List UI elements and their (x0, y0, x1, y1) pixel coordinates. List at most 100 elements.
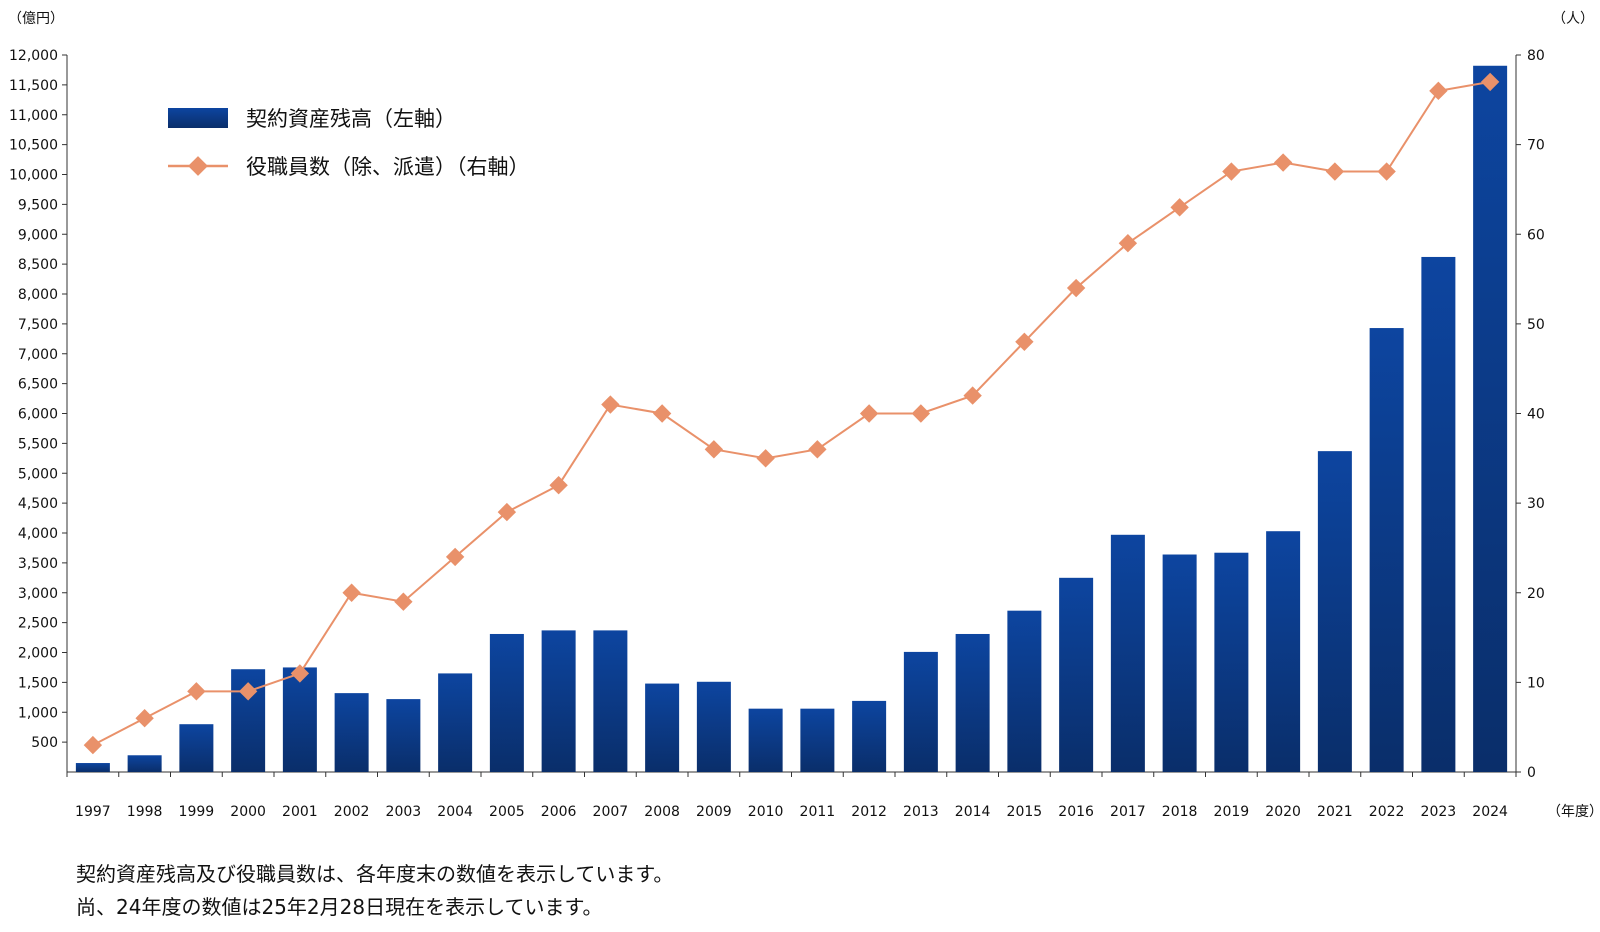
bar-2009 (696, 681, 731, 772)
bar-2014 (955, 633, 990, 772)
note-line-1: 契約資産残高及び役職員数は、各年度末の数値を表示しています。 (76, 862, 674, 886)
bar-2019 (1214, 552, 1249, 772)
staff-line (92, 80, 1491, 746)
legend-line-marker (188, 156, 208, 176)
staff-point-2008 (652, 404, 672, 423)
line-series (83, 72, 1500, 755)
legend: 契約資産残高（左軸） 役職員数（除、派遣）（右軸） (168, 107, 530, 179)
x-tick-label: 2018 (1162, 804, 1198, 820)
x-tick-label: 1997 (75, 804, 111, 820)
staff-point-2002 (342, 583, 361, 602)
left-tick-label: 5,500 (18, 436, 58, 452)
staff-point-2017 (1118, 234, 1138, 253)
staff-point-2024 (1480, 72, 1500, 92)
bar-2010 (748, 708, 783, 772)
x-tick-label: 2001 (282, 804, 318, 820)
bar-2024 (1473, 65, 1508, 772)
right-tick-label: 60 (1527, 227, 1545, 243)
x-tick-label: 2008 (644, 804, 680, 820)
x-tick-label: 2023 (1421, 804, 1457, 820)
x-tick-label: 2022 (1369, 804, 1405, 820)
staff-point-1997 (83, 735, 103, 755)
left-tick-label: 3,500 (18, 556, 58, 572)
staff-point-1999 (187, 682, 206, 701)
right-tick-label: 80 (1527, 48, 1545, 64)
left-tick-label: 3,000 (18, 586, 58, 602)
staff-point-2014 (963, 386, 982, 405)
bar-2018 (1162, 554, 1197, 772)
staff-point-2016 (1066, 278, 1086, 298)
chart-notes: 契約資産残高及び役職員数は、各年度末の数値を表示しています。 尚、24年度の数値… (76, 858, 673, 924)
staff-point-2019 (1222, 162, 1241, 181)
bar-2021 (1317, 451, 1352, 772)
x-tick-label: 2006 (541, 804, 577, 820)
left-tick-label: 7,500 (18, 317, 58, 333)
x-tick-label: 2024 (1472, 804, 1508, 820)
right-axis-ticks: 0 10 20 30 40 50 60 70 80 (1516, 48, 1545, 781)
staff-point-2023 (1429, 81, 1448, 101)
left-tick-label: 4,000 (18, 526, 58, 542)
staff-point-2021 (1325, 162, 1345, 181)
bar-2016 (1059, 577, 1094, 772)
right-tick-label: 30 (1527, 496, 1545, 512)
bar-2012 (852, 700, 887, 772)
staff-point-1998 (135, 709, 154, 728)
bar-2002 (334, 693, 369, 772)
left-tick-label: 8,500 (18, 257, 58, 273)
staff-point-2022 (1377, 162, 1396, 181)
bar-2015 (1007, 610, 1042, 772)
bar-2005 (489, 633, 524, 772)
left-tick-label: 500 (31, 735, 58, 751)
bar-1997 (75, 763, 110, 772)
left-axis-ticks: 500 1,000 1,500 2,000 2,500 3,000 3,500 4,000 4,… (9, 48, 67, 751)
right-tick-label: 50 (1527, 317, 1545, 333)
x-tick-label: 2020 (1265, 804, 1301, 820)
right-tick-label: 70 (1527, 138, 1545, 154)
bar-2006 (541, 630, 576, 772)
right-tick-label: 20 (1527, 586, 1545, 602)
x-tick-label: 2003 (386, 804, 422, 820)
bar-2011 (800, 708, 835, 772)
bar-2020 (1266, 531, 1301, 772)
x-tick-label: 2021 (1317, 804, 1353, 820)
x-tick-label: 2015 (1007, 804, 1043, 820)
left-tick-label: 10,500 (9, 138, 58, 154)
staff-point-2015 (1015, 332, 1034, 351)
bar-series (75, 65, 1508, 773)
left-tick-label: 1,000 (18, 705, 58, 721)
right-axis-unit: （人） (1552, 11, 1594, 27)
staff-point-2000 (238, 682, 258, 701)
left-tick-label: 2,000 (18, 646, 58, 662)
bar-2001 (282, 667, 317, 772)
left-tick-label: 9,500 (18, 197, 58, 213)
x-tick-label: 2004 (437, 804, 473, 820)
x-tick-label: 2007 (593, 804, 629, 820)
legend-line-label: 役職員数（除、派遣）（右軸） (246, 155, 530, 179)
staff-point-2005 (497, 502, 517, 522)
legend-bar-label: 契約資産残高（左軸） (246, 107, 456, 131)
staff-point-2004 (445, 547, 465, 567)
bar-2004 (438, 673, 473, 772)
staff-point-2010 (756, 449, 775, 468)
left-tick-label: 11,500 (9, 78, 58, 94)
x-tick-label: 2013 (903, 804, 939, 820)
combo-chart: （億円） （人） 5001,0001,5002,0002,5003,0003,5… (8, 11, 1600, 820)
staff-point-2007 (601, 395, 620, 414)
bar-2023 (1421, 256, 1456, 773)
x-axis-unit: （年度） (1547, 804, 1600, 820)
legend-bar-swatch (168, 108, 228, 128)
x-tick-label: 2019 (1214, 804, 1250, 820)
x-tick-label: 2005 (489, 804, 525, 820)
left-tick-label: 10,000 (9, 168, 58, 184)
left-tick-label: 8,000 (18, 287, 58, 303)
x-tick-label: 2002 (334, 804, 370, 820)
x-tick-label: 2000 (230, 804, 266, 820)
staff-point-2020 (1273, 153, 1293, 172)
x-tick-label: 2011 (800, 804, 836, 820)
left-tick-label: 9,000 (18, 227, 58, 243)
staff-point-2018 (1170, 198, 1189, 217)
left-tick-label: 6,500 (18, 377, 58, 393)
x-tick-label: 2012 (851, 804, 887, 820)
bar-1999 (179, 724, 214, 772)
bar-2007 (593, 630, 628, 772)
